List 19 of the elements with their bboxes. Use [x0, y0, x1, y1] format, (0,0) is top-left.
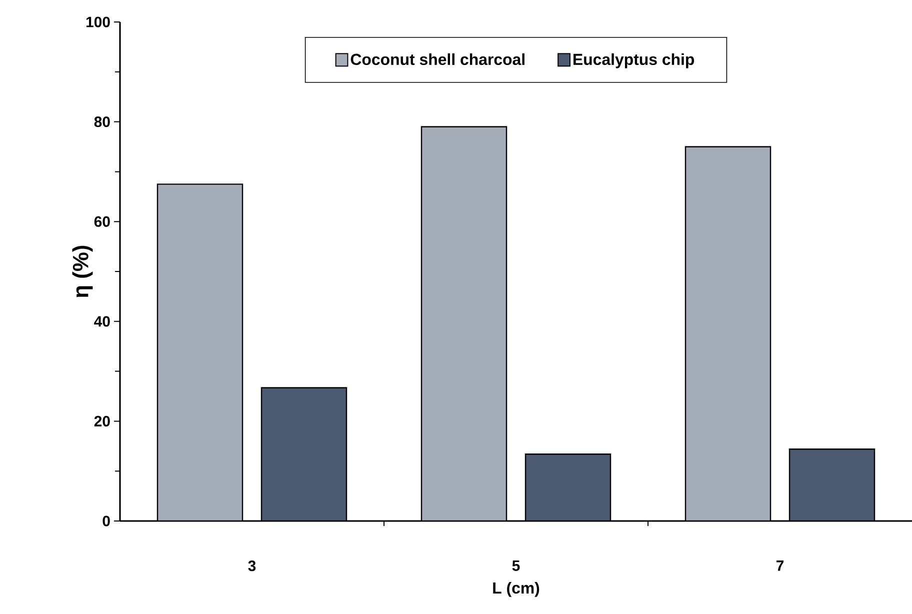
- y-tick-label: 80: [94, 116, 110, 128]
- x-tick-label: 7: [776, 560, 784, 571]
- y-tick-label: 100: [86, 16, 110, 28]
- y-tick-label: 60: [94, 216, 110, 227]
- x-tick-label: 5: [512, 560, 520, 571]
- y-tick-label: 40: [94, 316, 110, 327]
- bar: [788, 448, 876, 521]
- y-tick-label: 20: [94, 416, 110, 426]
- x-axis-title: L (cm): [493, 582, 540, 597]
- legend-label: Eucalyptus chip: [574, 53, 694, 68]
- bar: [156, 184, 244, 521]
- bar: [420, 126, 508, 521]
- y-axis-title: η (%): [72, 246, 93, 298]
- bar: [260, 387, 348, 521]
- x-tick-label: 3: [248, 560, 256, 572]
- y-tick-label: 0: [102, 516, 110, 526]
- bar: [684, 146, 772, 521]
- legend-label: Coconut shell charcoal: [350, 53, 524, 66]
- bar: [524, 454, 612, 521]
